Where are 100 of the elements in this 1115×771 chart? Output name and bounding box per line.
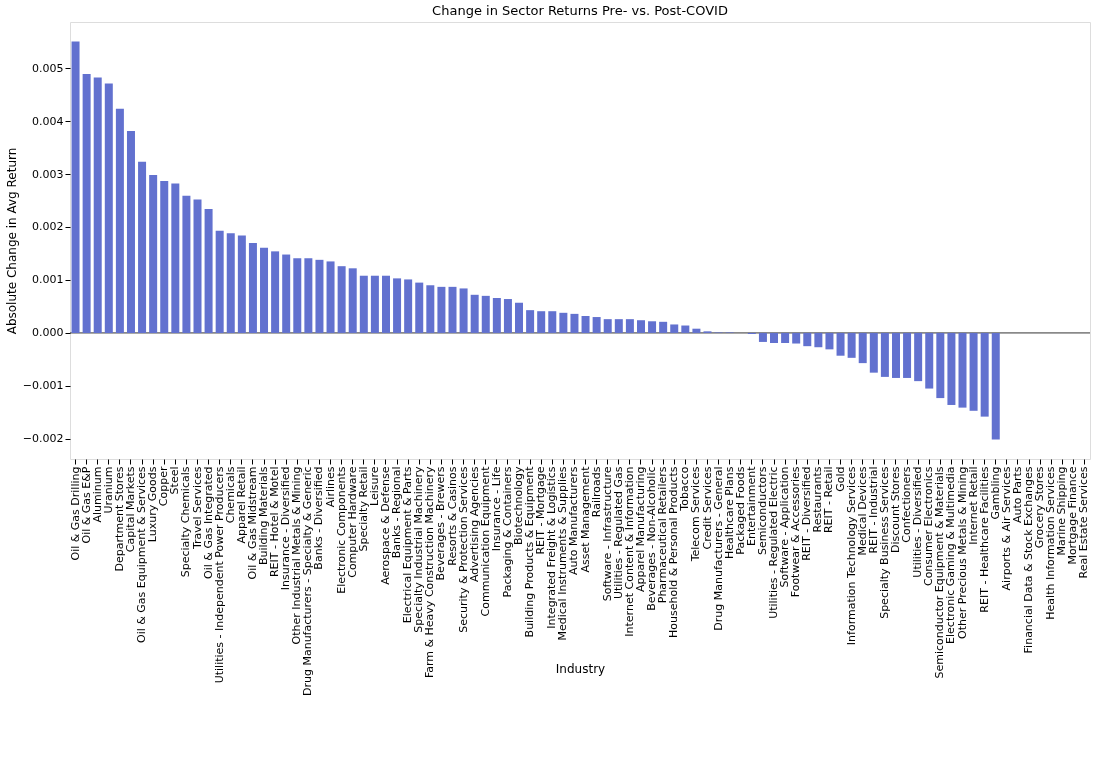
bar [104, 83, 113, 333]
bar [304, 258, 313, 333]
bar [82, 73, 91, 333]
x-tick-label: Drug Manufacturers - General [711, 466, 725, 631]
bar [126, 131, 135, 333]
x-tick-label: Railroads [589, 466, 603, 518]
x-tick-label: REIT - Mortgage [534, 466, 548, 555]
bar [337, 266, 346, 333]
y-tick-label: 0.002 [32, 220, 64, 234]
bar [248, 242, 257, 333]
x-axis-title: Industry [555, 661, 606, 676]
bar [448, 286, 457, 333]
x-tick-label: Semiconductor Equipment & Materials [933, 466, 947, 679]
x-tick-label: Insurance - Diversified [279, 466, 293, 591]
x-tick-label: Consumer Electronics [922, 466, 936, 587]
bar [426, 285, 435, 333]
y-tick-label: 0.000 [32, 326, 64, 340]
bar [648, 321, 657, 333]
x-tick-label: Specialty Business Services [877, 466, 891, 619]
x-tick-label: Oil & Gas Integrated [201, 466, 215, 579]
y-tick-label: −0.002 [22, 432, 64, 446]
x-tick-label: Oil & Gas Drilling [68, 466, 82, 561]
bar [492, 297, 501, 333]
bar [625, 319, 634, 333]
x-tick-label: Travel Services [190, 466, 204, 551]
x-tick-label: Internet Retail [966, 466, 980, 545]
bar [237, 235, 246, 333]
x-tick-label: Utilities - Independent Power Producers [212, 466, 226, 684]
bar [825, 332, 834, 350]
bar [515, 302, 524, 333]
x-tick-label: Luxury Goods [146, 466, 160, 543]
y-tick-label: 0.003 [32, 167, 64, 181]
bar [204, 208, 213, 333]
bar [847, 332, 856, 358]
x-tick-label: Utilities - Regulated Gas [611, 466, 625, 600]
y-tick-label: 0.004 [32, 114, 64, 128]
bar [182, 195, 191, 333]
x-tick-label: REIT - Retail [822, 466, 836, 534]
x-tick-label: Asset Management [578, 465, 592, 573]
bar [381, 275, 390, 333]
bar [470, 294, 479, 333]
bar [503, 299, 512, 333]
bar [71, 41, 80, 333]
bar [947, 332, 956, 405]
x-tick-label: Auto Parts [1010, 466, 1024, 523]
x-tick-label: Confectioners [900, 466, 914, 543]
bar [260, 247, 269, 333]
x-tick-label: Medical Devices [855, 466, 869, 556]
bar [160, 180, 169, 333]
bar [581, 315, 590, 333]
bar [814, 332, 823, 348]
x-tick-label: Electronic Components [334, 466, 348, 594]
x-tick-label: Discount Stores [888, 466, 902, 554]
x-tick-label: Integrated Freight & Logistics [545, 466, 559, 629]
x-tick-label: Advertising Agencies [467, 466, 481, 583]
x-tick-label: Apparel Retail [234, 466, 248, 544]
y-tick-label: 0.001 [32, 273, 64, 287]
x-tick-label: Information Technology Services [844, 466, 858, 646]
bar [404, 279, 413, 333]
x-tick-label: Banks - Diversified [312, 466, 326, 570]
x-tick-label: Household & Personal Products [667, 466, 681, 639]
chart-title: Change in Sector Returns Pre- vs. Post-COVID [432, 3, 728, 18]
bar [138, 161, 147, 333]
x-tick-label: Gold [833, 466, 847, 492]
x-tick-label: Copper [157, 466, 171, 507]
bar [526, 310, 535, 333]
bar [171, 183, 180, 333]
bar [891, 332, 900, 378]
bar [980, 332, 989, 417]
x-tick-label: Telecom Services [689, 466, 703, 563]
x-tick-label: Specialty Chemicals [179, 466, 193, 578]
bar [958, 332, 967, 408]
bar [370, 275, 379, 333]
bar [393, 278, 402, 333]
bar [903, 332, 912, 378]
bar [614, 319, 623, 333]
bar [603, 319, 612, 333]
x-tick-label: Healthcare Plans [722, 466, 736, 560]
bar [149, 175, 158, 333]
bar [93, 77, 102, 333]
bar [559, 312, 568, 333]
x-tick-label: Airlines [323, 466, 337, 508]
x-tick-label: Beverages - Brewers [434, 466, 448, 581]
bar [293, 258, 302, 333]
bar [437, 286, 446, 333]
x-tick-label: Aerospace & Defense [378, 466, 392, 585]
bar [858, 332, 867, 364]
x-tick-label: Software - Infrastructure [600, 466, 614, 602]
x-tick-label: Real Estate Services [1077, 466, 1091, 579]
x-tick-label: Mortgage Finance [1066, 466, 1080, 565]
bar [781, 332, 790, 343]
x-tick-label: Computer Hardware [345, 466, 359, 578]
x-tick-label: Department Stores [112, 466, 126, 572]
x-tick-label: Resorts & Casinos [445, 466, 459, 566]
bar [215, 230, 224, 333]
x-tick-label: Tobacco [678, 466, 692, 512]
y-axis-title: Absolute Change in Avg Return [4, 147, 19, 335]
bar [226, 233, 235, 333]
x-tick-label: Utilities - Diversified [911, 466, 925, 578]
bar [570, 313, 579, 333]
